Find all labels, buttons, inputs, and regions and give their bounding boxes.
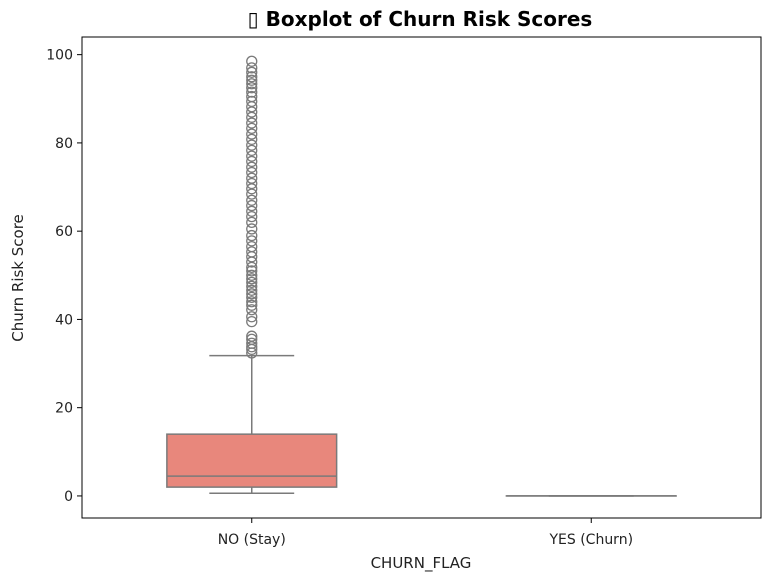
outlier-point — [246, 90, 258, 103]
x-tick-label: YES (Churn) — [548, 532, 633, 548]
outlier-point — [246, 199, 258, 212]
outlier-point — [246, 240, 258, 253]
outlier-point — [246, 330, 258, 342]
outlier-point — [246, 82, 258, 94]
outlier-point — [246, 210, 258, 223]
outlier-point — [246, 269, 258, 281]
y-tick-label: 0 — [64, 489, 73, 505]
outlier-point — [246, 74, 258, 86]
outlier-point — [246, 161, 258, 173]
outlier-point — [246, 291, 258, 304]
chart-title: ▯ Boxplot of Churn Risk Scores — [248, 7, 593, 31]
outlier-point — [246, 296, 258, 308]
outlier-point — [246, 150, 258, 162]
x-tick-label: NO (Stay) — [218, 532, 286, 548]
outlier-point — [246, 117, 258, 129]
outlier-point — [246, 62, 258, 74]
outlier-point — [246, 205, 258, 217]
y-axis-label: Churn Risk Score — [9, 214, 27, 342]
outlier-point — [246, 95, 258, 108]
outlier-point — [246, 223, 258, 235]
y-tick-label: 80 — [55, 136, 73, 152]
y-tick-label: 20 — [55, 401, 73, 417]
outlier-point — [246, 315, 258, 328]
outlier-point — [246, 122, 258, 134]
box-iqr — [166, 433, 338, 488]
outlier-point — [246, 333, 258, 345]
y-tick-label: 100 — [46, 48, 73, 64]
outlier-point — [246, 155, 258, 168]
outlier-point — [246, 337, 258, 349]
outlier-point — [246, 235, 258, 247]
outlier-point — [246, 276, 258, 289]
outlier-point — [246, 216, 258, 228]
outlier-point — [246, 172, 258, 184]
outlier-point — [246, 265, 258, 277]
outlier-point — [246, 133, 258, 146]
outlier-point — [246, 86, 258, 98]
outlier-point — [246, 166, 258, 179]
y-tick-label: 60 — [55, 224, 73, 240]
outlier-point — [246, 280, 258, 292]
plot-frame — [81, 36, 762, 519]
outlier-point — [246, 55, 258, 67]
outlier-point — [246, 288, 258, 300]
outlier-point — [246, 177, 258, 190]
outlier-point — [246, 78, 258, 90]
outlier-point — [246, 144, 258, 157]
outlier-point — [246, 284, 258, 296]
outlier-point — [246, 246, 258, 258]
outlier-point — [246, 128, 258, 140]
outlier-point — [246, 66, 258, 78]
outlier-point — [246, 71, 258, 83]
y-tick-label: 40 — [55, 312, 73, 328]
outlier-point — [246, 194, 258, 206]
outlier-point — [246, 229, 258, 242]
outlier-point — [246, 299, 258, 311]
outlier-point — [246, 273, 258, 285]
outlier-point — [246, 139, 258, 151]
x-axis-label: CHURN_FLAG — [371, 554, 472, 573]
outlier-point — [246, 311, 258, 323]
outlier-point — [246, 304, 258, 316]
